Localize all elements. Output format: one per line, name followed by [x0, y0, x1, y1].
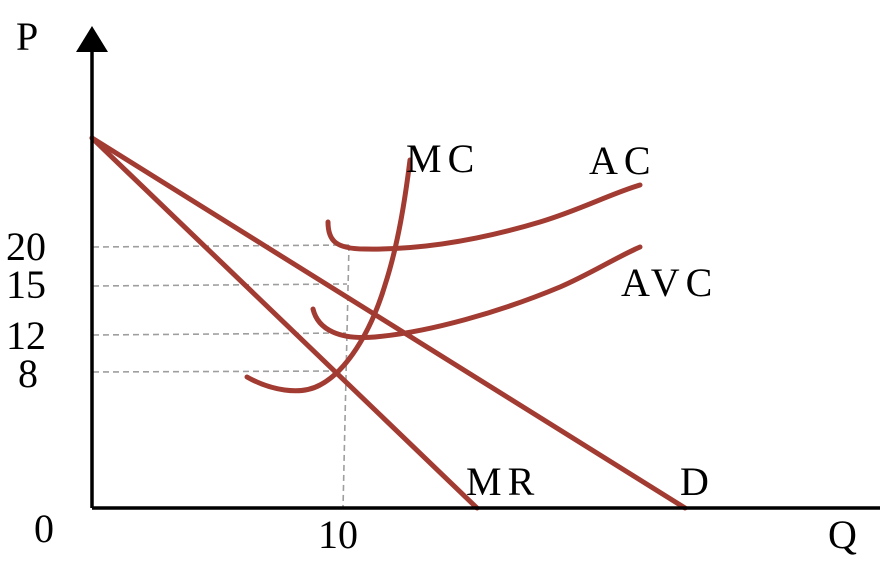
y-tick-8: 8 — [18, 351, 38, 396]
average-cost-curve — [325, 182, 643, 252]
mc-label: MC — [406, 136, 480, 181]
demand-curve — [89, 135, 688, 511]
avc-label: AVC — [621, 260, 718, 305]
y-tick-15: 15 — [6, 262, 46, 307]
origin-label: 0 — [34, 506, 54, 551]
guide-12 — [92, 332, 347, 336]
guide-q10 — [342, 244, 350, 509]
marginal-cost-curve — [244, 157, 413, 394]
curves — [89, 135, 688, 511]
guide-8 — [92, 370, 344, 373]
x-axis-label: Q — [828, 512, 857, 557]
y-axis-label: P — [16, 14, 38, 59]
average-variable-cost-curve — [310, 244, 643, 341]
guide-20 — [92, 244, 350, 248]
guide-15 — [92, 283, 348, 287]
mr-label: MR — [466, 459, 540, 504]
y-axis-arrow-icon — [76, 26, 108, 52]
guide-lines — [92, 244, 350, 509]
y-tick-20: 20 — [6, 224, 46, 269]
d-label: D — [680, 459, 715, 504]
marginal-revenue-curve — [89, 135, 480, 511]
ac-label: AC — [589, 138, 657, 183]
x-tick-10: 10 — [318, 512, 358, 557]
axes — [76, 26, 880, 510]
y-tick-12: 12 — [6, 313, 46, 358]
